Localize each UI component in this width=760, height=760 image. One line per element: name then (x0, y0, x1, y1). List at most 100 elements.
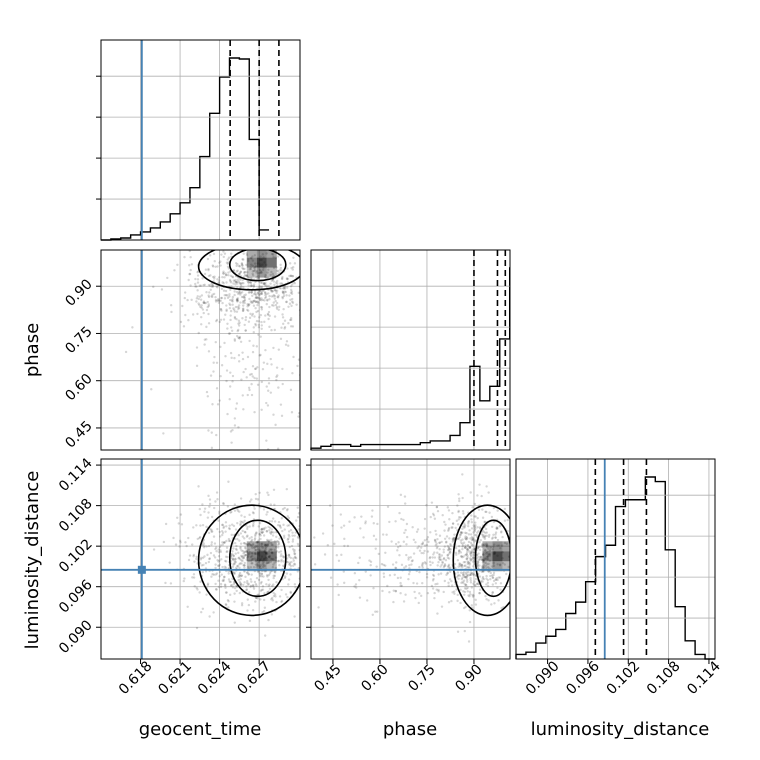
scatter-point (251, 301, 254, 304)
scatter-point (197, 485, 200, 488)
scatter-point (253, 262, 257, 265)
scatter-point (232, 554, 235, 558)
scatter-point (152, 548, 156, 551)
scatter-point (511, 588, 513, 590)
scatter-point (275, 289, 279, 292)
scatter-point (253, 267, 256, 270)
scatter-point (246, 275, 250, 279)
scatter-point (456, 523, 460, 526)
scatter-point (254, 548, 258, 552)
scatter-point (238, 272, 241, 275)
scatter-point (203, 510, 206, 513)
scatter-point (227, 527, 231, 530)
scatter-point (224, 530, 227, 533)
scatter-point (247, 573, 250, 576)
scatter-point (268, 314, 271, 318)
scatter-point (270, 288, 273, 292)
scatter-point (286, 277, 289, 281)
scatter-point (305, 564, 307, 566)
scatter-point (487, 562, 490, 566)
scatter-point (470, 604, 473, 607)
scatter-point (486, 565, 490, 569)
scatter-point (249, 543, 252, 547)
scatter-point (464, 535, 467, 538)
scatter-point (498, 576, 502, 579)
scatter-point (262, 610, 266, 613)
scatter-point (275, 535, 278, 539)
scatter-point (260, 306, 264, 309)
scatter-point (419, 546, 423, 549)
scatter-point (168, 561, 171, 564)
scatter-point (250, 263, 253, 266)
scatter-point (170, 310, 173, 314)
scatter-point (300, 545, 302, 547)
scatter-point (485, 534, 488, 538)
scatter-point (255, 531, 258, 534)
scatter-point (246, 271, 249, 274)
scatter-point (376, 610, 379, 613)
scatter-point (267, 561, 270, 565)
scatter-point (184, 313, 187, 317)
scatter-point (442, 558, 446, 561)
scatter-point (269, 391, 273, 394)
scatter-point (289, 591, 292, 595)
scatter-point (250, 498, 253, 501)
scatter-point (342, 524, 346, 527)
scatter-point (340, 526, 343, 529)
scatter-point (478, 483, 481, 486)
scatter-point (462, 525, 465, 528)
scatter-point (474, 584, 477, 587)
scatter-point (248, 543, 252, 547)
scatter-point (238, 337, 241, 340)
scatter-point (490, 603, 493, 606)
scatter-point (246, 579, 249, 583)
scatter-point (429, 515, 432, 519)
scatter-point (485, 545, 489, 548)
scatter-point (303, 298, 305, 300)
scatter-point (459, 551, 463, 554)
scatter-point (235, 270, 239, 273)
scatter-point (243, 515, 246, 519)
scatter-point (242, 556, 246, 560)
scatter-point (247, 459, 249, 461)
scatter-point (412, 552, 416, 555)
scatter-point (252, 565, 256, 569)
scatter-point (436, 545, 439, 548)
scatter-point (257, 539, 260, 542)
scatter-point (282, 287, 285, 290)
scatter-point (237, 556, 241, 559)
scatter-point (280, 560, 283, 563)
scatter-point (289, 298, 292, 301)
scatter-point (460, 541, 463, 544)
scatter-point (196, 278, 200, 281)
scatter-point (462, 512, 465, 515)
scatter-point (482, 559, 485, 563)
scatter-point (372, 522, 375, 525)
scatter-point (465, 553, 468, 556)
scatter-point (215, 318, 219, 322)
scatter-point (197, 302, 200, 305)
scatter-point (246, 571, 249, 574)
scatter-point (399, 592, 402, 595)
scatter-point (447, 601, 451, 604)
scatter-point (205, 308, 209, 312)
scatter-point (288, 555, 291, 558)
scatter-point (291, 325, 295, 328)
scatter-point (207, 544, 211, 548)
scatter-point (496, 538, 500, 542)
scatter-point (285, 294, 288, 297)
scatter-point (237, 306, 241, 310)
scatter-point (235, 334, 239, 338)
scatter-point (217, 564, 220, 567)
scatter-point (214, 300, 218, 303)
scatter-point (214, 265, 217, 269)
scatter-point (258, 268, 262, 272)
scatter-point (464, 605, 467, 609)
scatter-point (240, 574, 244, 577)
scatter-point (297, 536, 300, 540)
scatter-point (227, 256, 231, 259)
scatter-point (477, 508, 481, 512)
scatter-point (226, 555, 229, 559)
scatter-geocent_time-vs-luminosity_distance (152, 480, 307, 637)
scatter-point (425, 576, 429, 579)
